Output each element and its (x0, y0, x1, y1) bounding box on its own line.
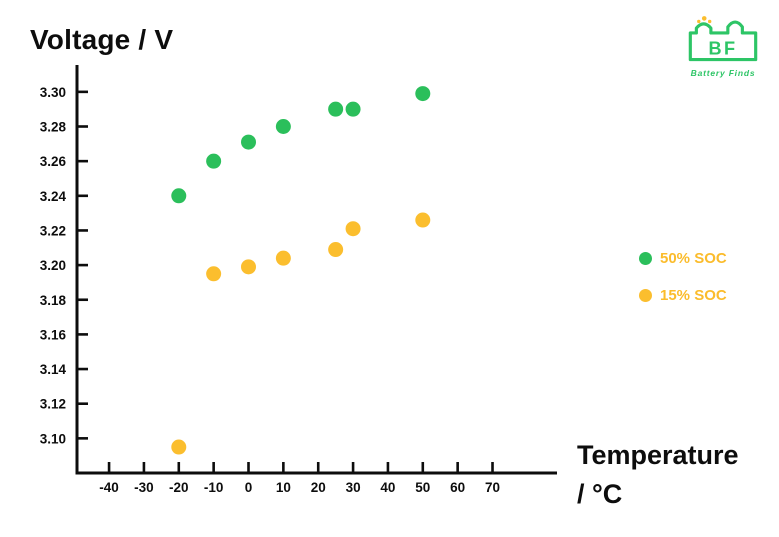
legend: 50% SOC 15% SOC (639, 249, 727, 323)
data-point-15-soc (345, 221, 361, 237)
x-tick-label: 40 (380, 480, 395, 495)
y-tick-label: 3.10 (40, 431, 66, 446)
y-tick-label: 3.18 (40, 293, 67, 308)
y-tick-label: 3.12 (40, 397, 66, 412)
y-tick-label: 3.14 (40, 362, 67, 377)
data-point-15-soc (328, 242, 344, 258)
sparkle-icon (707, 19, 712, 24)
y-tick-label: 3.24 (40, 189, 67, 204)
x-tick-label: 50 (415, 480, 430, 495)
x-tick-label: 30 (346, 480, 361, 495)
y-tick-label: 3.26 (40, 154, 67, 169)
y-tick-label: 3.28 (40, 120, 67, 135)
x-tick-label: 70 (485, 480, 500, 495)
y-tick-label: 3.22 (40, 223, 66, 238)
data-point-50-soc (171, 188, 187, 204)
data-point-15-soc (275, 250, 291, 266)
data-point-50-soc (328, 101, 344, 117)
x-axis-title-line1: Temperature (577, 440, 739, 470)
data-point-50-soc (206, 153, 222, 169)
legend-label-50-soc: 50% SOC (660, 249, 727, 267)
x-tick-label: 0 (245, 480, 253, 495)
battery-outline (688, 20, 758, 62)
data-point-50-soc (275, 119, 291, 135)
legend-label-15-soc: 15% SOC (660, 286, 727, 304)
x-tick-label: 10 (276, 480, 291, 495)
y-axis-title: Voltage / V (30, 24, 174, 55)
data-point-15-soc (415, 212, 431, 228)
x-tick-label: 60 (450, 480, 465, 495)
x-tick-label: -40 (99, 480, 119, 495)
data-point-15-soc (206, 266, 222, 282)
y-tick-label: 3.16 (40, 327, 67, 342)
logo-monogram: BF (708, 39, 737, 59)
data-point-15-soc (171, 439, 187, 455)
x-tick-label: -20 (169, 480, 189, 495)
battery-icon: BF (688, 16, 758, 62)
legend-dot-50-soc (639, 251, 652, 265)
legend-item-15-soc: 15% SOC (639, 286, 727, 304)
sparkle-icon (701, 16, 707, 21)
data-point-15-soc (241, 259, 257, 275)
brand-logo: BF Battery Finds (675, 16, 771, 78)
legend-dot-15-soc (639, 288, 652, 302)
data-point-50-soc (415, 86, 431, 102)
y-tick-label: 3.20 (40, 258, 66, 273)
x-tick-label: 20 (311, 480, 326, 495)
brand-name: Battery Finds (690, 68, 756, 78)
sparkle-icon (697, 19, 701, 24)
y-tick-label: 3.30 (40, 85, 66, 100)
x-tick-label: -30 (134, 480, 154, 495)
data-point-50-soc (345, 101, 361, 117)
data-point-50-soc (241, 134, 257, 150)
x-tick-label: -10 (204, 480, 224, 495)
x-axis-title: Temperature / °C (577, 436, 739, 514)
legend-item-50-soc: 50% SOC (639, 249, 727, 267)
x-axis-title-line2: / °C (577, 479, 623, 510)
axis-lines (75, 65, 557, 475)
